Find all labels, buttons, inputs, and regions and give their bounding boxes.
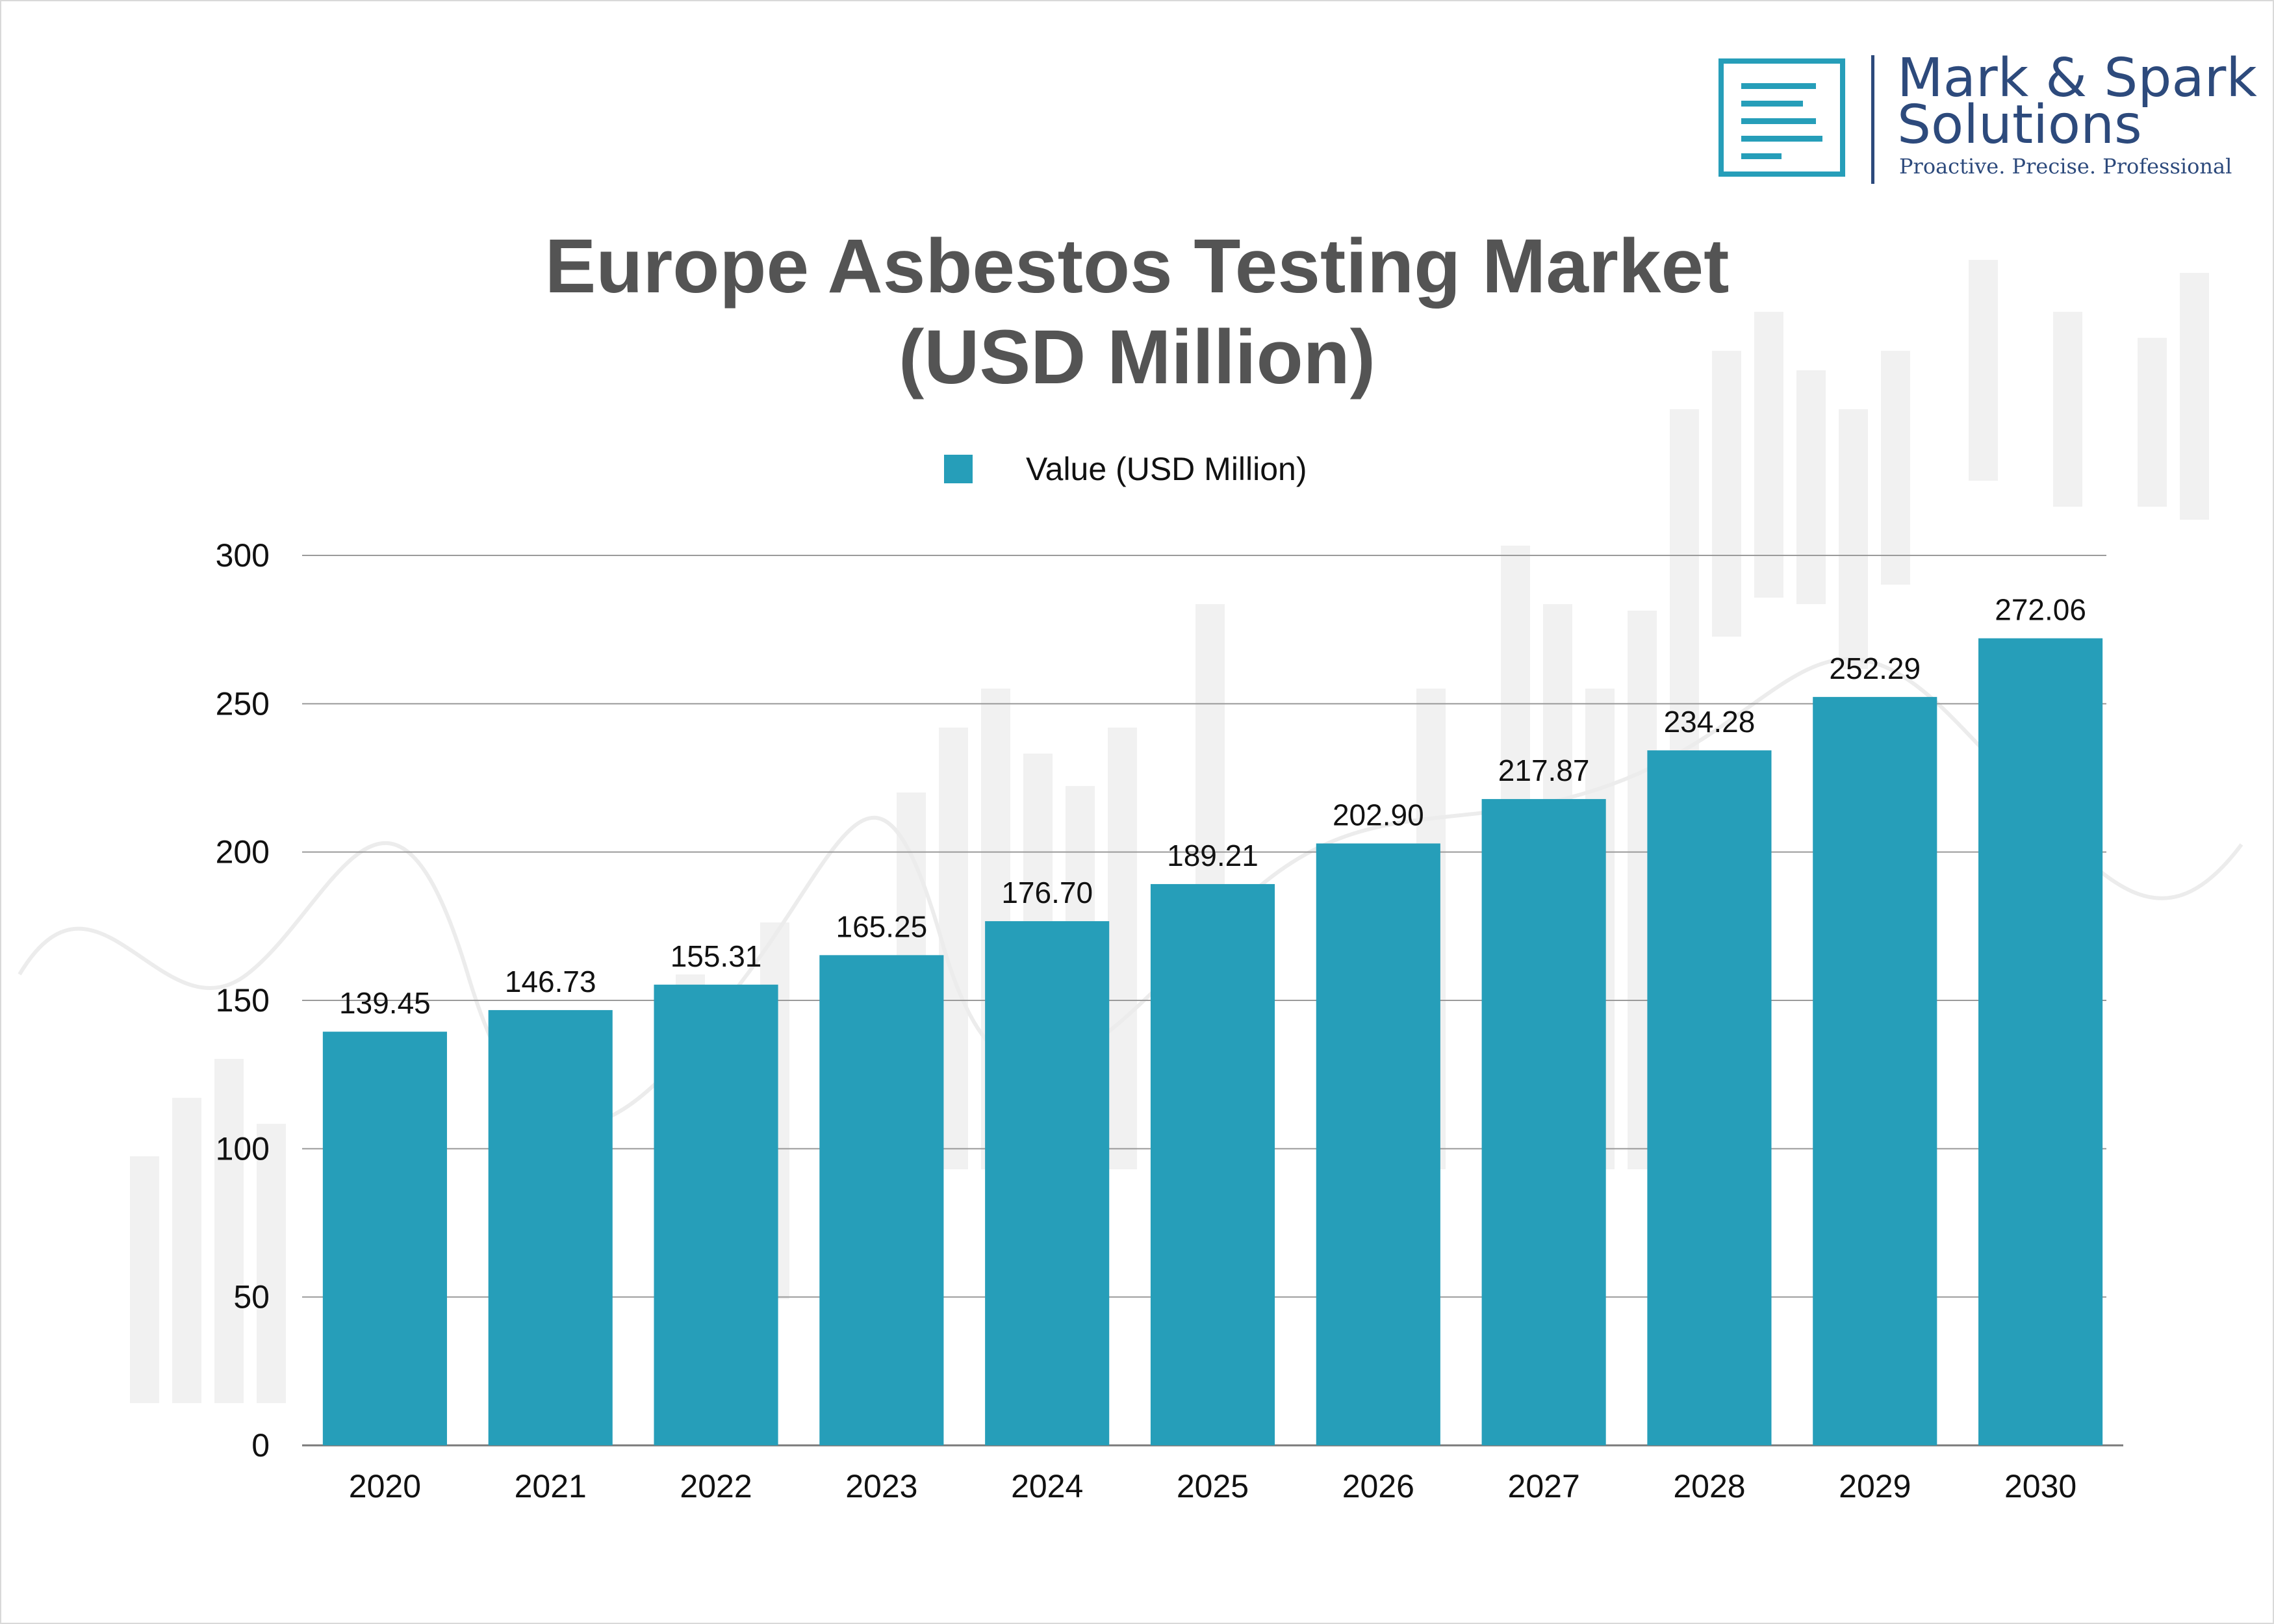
chart-title-line1: Europe Asbestos Testing Market [544, 223, 1730, 309]
y-tick-label: 200 [216, 834, 270, 870]
x-tick-label-2030: 2030 [2004, 1468, 2076, 1504]
chart-title: Europe Asbestos Testing Market (USD Mill… [0, 221, 2274, 403]
bar-2023 [819, 955, 944, 1445]
x-tick-label-2026: 2026 [1342, 1468, 1414, 1504]
data-label-2027: 217.87 [1498, 754, 1590, 787]
data-label-2023: 165.25 [836, 909, 928, 943]
y-tick-label: 100 [216, 1130, 270, 1167]
bar-2030 [1978, 638, 2103, 1445]
x-tick-label-2024: 2024 [1011, 1468, 1083, 1504]
y-tick-label: 0 [251, 1427, 270, 1464]
bar-2028 [1647, 750, 1772, 1445]
x-tick-label-2029: 2029 [1839, 1468, 1911, 1504]
data-label-2025: 189.21 [1167, 839, 1258, 872]
logo-company-name: Mark & Spark Solutions [1897, 47, 2257, 156]
logo-name-line1: Mark & Spark [1897, 47, 2257, 109]
data-label-2020: 139.45 [339, 986, 431, 1020]
company-logo: Mark & Spark Solutions Proactive. Precis… [1718, 52, 2257, 185]
bar-2025 [1150, 883, 1275, 1445]
x-tick-label-2027: 2027 [1508, 1468, 1580, 1504]
data-label-2028: 234.28 [1664, 705, 1756, 739]
chart-title-line2: (USD Million) [898, 314, 1376, 400]
y-tick-label: 250 [216, 685, 270, 722]
y-tick-label: 300 [216, 537, 270, 574]
y-tick-label: 50 [233, 1279, 270, 1315]
bar-2026 [1316, 843, 1440, 1445]
x-tick-label-2022: 2022 [680, 1468, 752, 1504]
data-label-2029: 252.29 [1829, 652, 1921, 685]
data-label-2030: 272.06 [1995, 593, 2086, 627]
logo-name-line2: Solutions [1897, 94, 2142, 156]
x-tick-label-2021: 2021 [515, 1468, 587, 1504]
legend-label: Value (USD Million) [1026, 451, 1307, 487]
data-label-2022: 155.31 [671, 939, 762, 973]
document-lines-icon [1718, 58, 1845, 177]
bar-2024 [985, 921, 1110, 1445]
logo-divider [1871, 55, 1874, 184]
data-label-2026: 202.90 [1333, 798, 1424, 831]
legend-swatch [944, 455, 973, 483]
y-tick-label: 150 [216, 982, 270, 1019]
bar-2021 [488, 1009, 613, 1445]
x-tick-label-2028: 2028 [1673, 1468, 1745, 1504]
x-tick-label-2020: 2020 [349, 1468, 421, 1504]
x-tick-label-2025: 2025 [1177, 1468, 1249, 1504]
bar-2029 [1813, 696, 1937, 1445]
bar-2022 [654, 984, 778, 1445]
logo-tagline: Proactive. Precise. Professional [1899, 154, 2232, 179]
x-tick-label-2023: 2023 [845, 1468, 917, 1504]
bar-2020 [322, 1032, 447, 1445]
data-label-2021: 146.73 [505, 965, 596, 998]
data-label-2024: 176.70 [1001, 876, 1093, 909]
bar-2027 [1481, 799, 1606, 1445]
